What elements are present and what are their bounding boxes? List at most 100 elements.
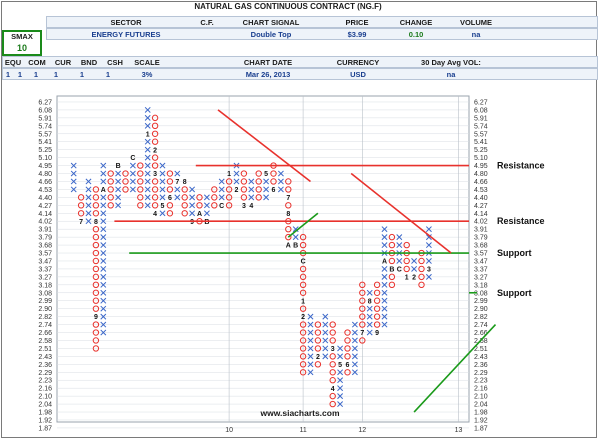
- o-mark: [373, 321, 381, 328]
- o-mark: [151, 114, 159, 122]
- x-mark: [307, 329, 314, 336]
- o-mark: [211, 186, 218, 193]
- month-label: C: [397, 267, 402, 274]
- x-axis: 10 11 12 13: [225, 96, 462, 434]
- x-mark: [159, 170, 166, 177]
- o-mark: [329, 337, 336, 344]
- month-label: 8: [183, 179, 187, 186]
- month-label: 8: [94, 219, 98, 226]
- header-row-4-bg: [2, 68, 598, 80]
- grid: [57, 101, 469, 429]
- x-mark: [307, 369, 314, 376]
- o-mark: [373, 289, 381, 296]
- o-mark: [388, 257, 396, 265]
- o-mark: [92, 202, 100, 209]
- x-mark: [218, 194, 225, 201]
- o-mark: [359, 313, 366, 320]
- x-mark: [159, 194, 166, 201]
- x-mark: [381, 321, 388, 328]
- y-tick-right: 4.95: [474, 163, 488, 170]
- o-mark: [107, 194, 114, 201]
- o-mark: [107, 170, 114, 177]
- x-mark: [129, 186, 136, 193]
- y-tick-left: 2.04: [38, 402, 52, 409]
- y-tick-right: 2.16: [474, 386, 488, 393]
- y-tick-left: 5.57: [38, 131, 52, 138]
- y-tick-right: 2.29: [474, 370, 488, 377]
- x-mark: [100, 202, 107, 209]
- x-mark: [129, 162, 136, 169]
- x-mark: [159, 186, 166, 193]
- y-tick-left: 2.66: [38, 330, 52, 337]
- y-tick-right: 1.98: [474, 410, 488, 417]
- y-tick-left: 3.37: [38, 266, 52, 273]
- o-mark: [359, 297, 366, 304]
- o-mark: [299, 337, 307, 344]
- x-mark: [248, 186, 255, 193]
- y-tick-left: 6.27: [38, 99, 52, 106]
- month-label: A: [286, 243, 291, 250]
- y-tick-right: 5.91: [474, 115, 488, 122]
- o-mark: [329, 400, 336, 408]
- x-mark: [396, 234, 403, 241]
- cf-label: C.F.: [200, 18, 214, 27]
- o-mark: [418, 273, 425, 281]
- x-mark: [277, 178, 284, 185]
- o-mark: [359, 321, 366, 328]
- o-mark: [255, 186, 262, 193]
- x-mark: [351, 345, 358, 352]
- x-mark: [381, 265, 388, 272]
- o-mark: [299, 353, 307, 360]
- o-mark: [166, 170, 174, 177]
- o-mark: [299, 241, 307, 249]
- o-mark: [77, 194, 85, 201]
- x-mark: [337, 353, 344, 360]
- month-label: 6: [168, 195, 172, 202]
- month-label: 2: [316, 354, 320, 361]
- x-mark: [366, 305, 373, 312]
- y-tick-left: 4.40: [38, 195, 52, 202]
- x-mark: [189, 210, 196, 217]
- o-mark: [329, 329, 336, 336]
- o-mark: [92, 321, 100, 328]
- volume-value: na: [471, 30, 481, 39]
- o-mark: [240, 194, 248, 201]
- y-tick-right: 1.92: [474, 417, 488, 424]
- o-mark: [92, 329, 100, 336]
- y-tick-left: 2.43: [38, 354, 52, 361]
- x-mark: [233, 178, 240, 185]
- resistance-trendline: [350, 172, 452, 254]
- change-value: 0.10: [408, 30, 424, 39]
- x-mark: [307, 321, 314, 328]
- y-tick-left: 4.66: [38, 179, 52, 186]
- x-mark: [144, 170, 151, 177]
- x-mark: [159, 162, 166, 169]
- x-mark: [351, 321, 358, 328]
- x-mark: [85, 202, 92, 209]
- cur-value: 1: [53, 70, 59, 79]
- x-mark: [100, 226, 107, 233]
- x-mark: [307, 361, 314, 368]
- x-mark: [100, 265, 107, 272]
- x-mark: [70, 186, 77, 193]
- month-label: 6: [272, 187, 276, 194]
- y-tick-left: 5.74: [38, 123, 52, 130]
- x-mark: [85, 194, 92, 201]
- month-label: 1: [405, 274, 409, 281]
- y-tick-left: 3.57: [38, 251, 52, 258]
- x-mark: [381, 273, 388, 280]
- x-mark: [100, 281, 107, 288]
- o-mark: [299, 369, 307, 376]
- x-mark: [381, 242, 388, 249]
- y-tick-right: 2.23: [474, 378, 488, 385]
- o-mark: [314, 361, 322, 368]
- csh-value: 1: [105, 70, 111, 79]
- o-mark: [359, 305, 366, 312]
- y-axis-left: 6.276.085.915.745.575.415.255.104.954.80…: [38, 99, 52, 432]
- o-mark: [151, 162, 159, 169]
- o-mark: [92, 337, 100, 344]
- x-mark: [129, 170, 136, 177]
- o-mark: [137, 170, 144, 177]
- month-label: B: [204, 219, 209, 226]
- y-tick-right: 3.91: [474, 227, 488, 234]
